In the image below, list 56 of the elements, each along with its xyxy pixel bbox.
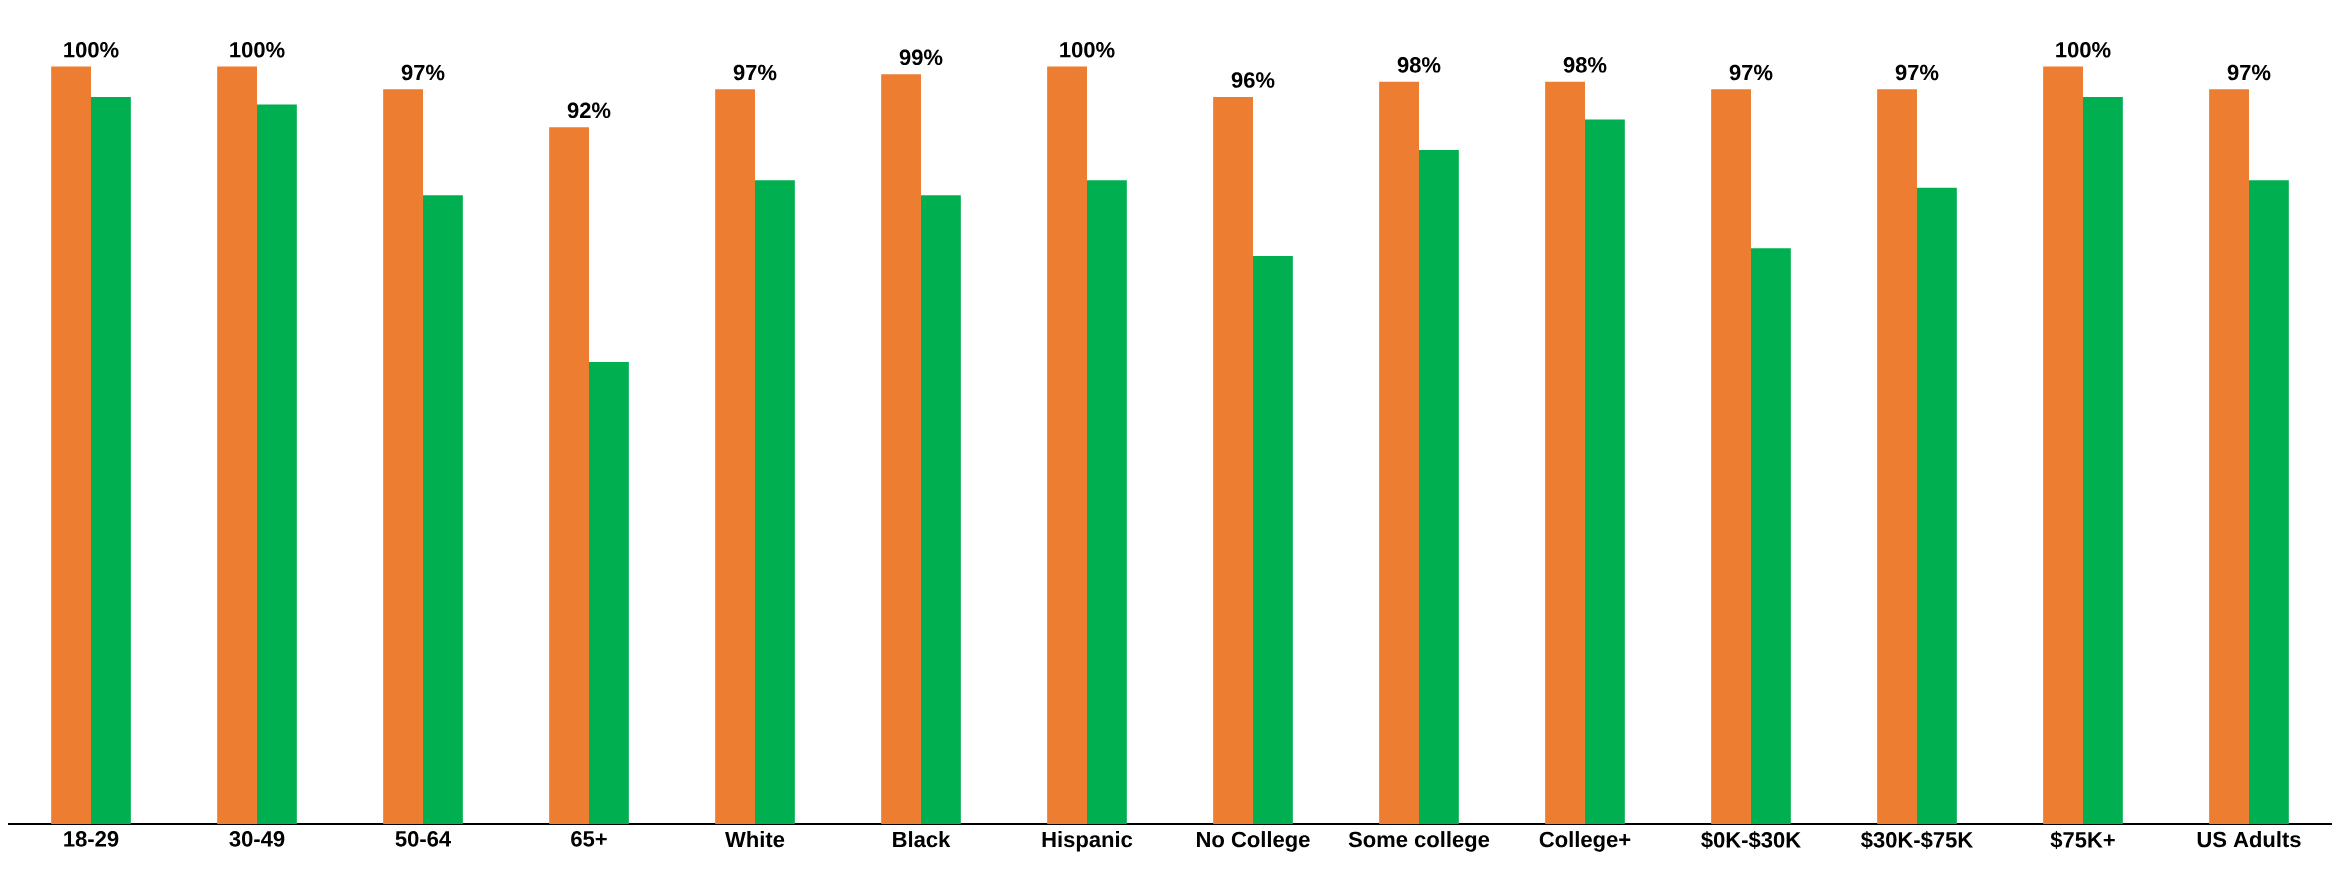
- x-tick-label: Hispanic: [1042, 831, 1133, 852]
- bar: [1252, 255, 1293, 824]
- bar: [1213, 96, 1253, 824]
- bar: [1379, 81, 1419, 824]
- x-tick-label: US Adults: [2197, 831, 2301, 848]
- data-label: 100%: [230, 41, 285, 58]
- x-tick-label: 50-64: [395, 831, 451, 847]
- x-tick-label: No College: [1197, 831, 1310, 852]
- bar: [920, 195, 961, 824]
- bar: [1750, 248, 1791, 824]
- bar: [2248, 180, 2289, 824]
- data-label: 97%: [1895, 64, 1939, 81]
- x-tick-label: White: [725, 831, 785, 848]
- bar: [51, 66, 91, 824]
- bar: [91, 96, 131, 824]
- bar: [549, 127, 589, 824]
- bar: [1711, 89, 1751, 824]
- data-label: 100%: [64, 41, 119, 58]
- bar: [423, 195, 463, 824]
- x-tick-label: Black: [893, 831, 951, 848]
- data-label: 98%: [1563, 57, 1607, 73]
- x-tick-label: College+: [1539, 831, 1631, 852]
- data-label: 98%: [1397, 57, 1441, 73]
- data-label: 97%: [733, 64, 777, 81]
- x-tick-label: 65+: [571, 831, 607, 847]
- bar: [1916, 187, 1957, 824]
- bar: [1418, 149, 1459, 824]
- x-tick-label: 30-49: [229, 831, 285, 847]
- data-label: 100%: [2056, 41, 2111, 58]
- x-tick-label: Some college: [1348, 831, 1490, 852]
- bar: [2209, 89, 2249, 824]
- bar: [755, 180, 795, 824]
- bar: [1087, 180, 1127, 824]
- x-tick-label: $75K+: [2050, 831, 2115, 850]
- data-label: 96%: [1231, 72, 1275, 88]
- bar: [383, 89, 424, 824]
- data-label: 100%: [1060, 41, 1115, 58]
- bar: [1545, 81, 1585, 824]
- bar: [715, 89, 755, 824]
- x-tick-label: 18-29: [64, 831, 119, 847]
- bar: [881, 74, 921, 824]
- x-tick-label: $30K-$75K: [1861, 831, 1974, 850]
- x-tick-label: $0K-$30K: [1701, 831, 1801, 850]
- bar: [1584, 119, 1625, 824]
- data-label: 99%: [899, 49, 943, 66]
- data-label: 97%: [401, 64, 445, 81]
- bar: [2082, 96, 2123, 824]
- bar: [589, 361, 629, 824]
- bar: [1877, 89, 1917, 824]
- bar: [217, 66, 257, 824]
- bar: [2043, 66, 2083, 824]
- data-label: 92%: [567, 102, 611, 119]
- data-label: 97%: [2227, 64, 2271, 81]
- bar: [1047, 66, 1087, 824]
- data-label: 97%: [1729, 64, 1773, 81]
- bar: [257, 104, 297, 824]
